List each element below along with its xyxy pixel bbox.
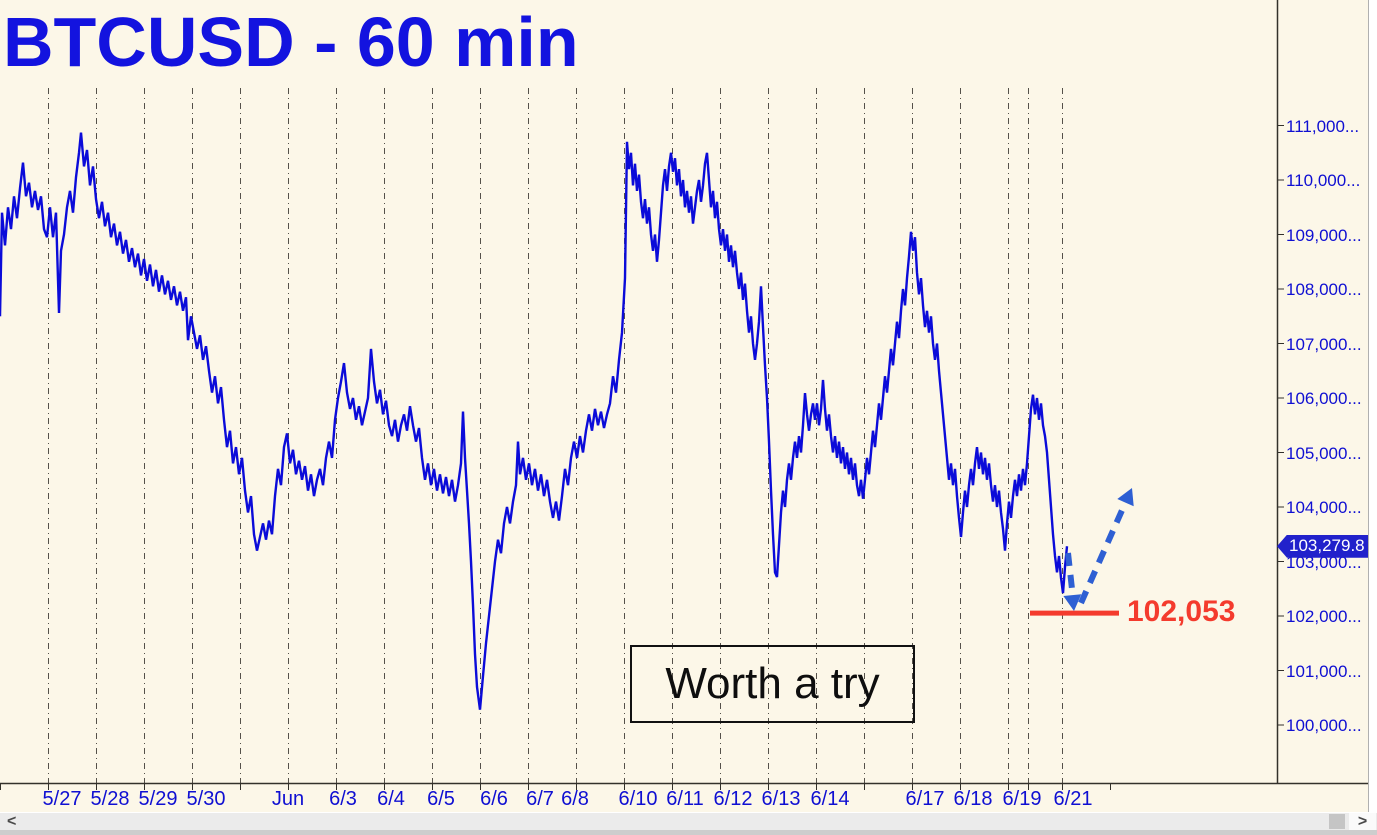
- price-axis-label: 106,000...: [1286, 389, 1362, 408]
- annotation-note-box[interactable]: Worth a try: [630, 645, 915, 723]
- time-axis-label: 5/29: [138, 788, 178, 810]
- time-axis-label: 6/8: [561, 788, 589, 810]
- time-axis-label: 6/7: [526, 788, 554, 810]
- projection-arrow-down-head: [1063, 594, 1082, 611]
- chart-title: BTCUSD - 60 min: [3, 3, 579, 81]
- time-axis-label: 6/6: [480, 788, 508, 810]
- time-axis-label: 6/5: [427, 788, 455, 810]
- time-axis-label: 5/30: [186, 788, 226, 810]
- projection-arrow-up-segment[interactable]: [1078, 497, 1130, 605]
- price-axis-label: 111,000...: [1286, 116, 1360, 136]
- scroll-thumb[interactable]: [1329, 814, 1345, 829]
- time-axis-label: 6/10: [618, 788, 658, 810]
- price-axis-label: 105,000...: [1286, 443, 1362, 463]
- horizontal-scrollbar[interactable]: < >: [0, 812, 1377, 835]
- vertical-scrollbar[interactable]: [1368, 0, 1377, 812]
- price-axis-label: 109,000...: [1286, 225, 1362, 245]
- time-axis-label: 6/12: [713, 788, 753, 810]
- price-axis-label: 102,000...: [1286, 607, 1362, 626]
- annotation-note-text: Worth a try: [665, 659, 880, 708]
- time-axis-label: 6/18: [953, 788, 993, 810]
- last-price-tag: 103,279.8: [1277, 534, 1370, 558]
- time-axis-label: 6/14: [810, 788, 850, 810]
- projection-arrow-up-head: [1117, 488, 1134, 507]
- time-axis-label: 6/17: [905, 788, 945, 810]
- price-axis-label: 107,000...: [1286, 334, 1362, 354]
- price-line-series: [0, 132, 1069, 710]
- time-axis-label: 6/3: [329, 788, 357, 810]
- price-axis-label: 104,000...: [1286, 498, 1362, 517]
- time-axis-label: 6/4: [377, 788, 405, 810]
- time-axis-label: 6/13: [761, 788, 801, 810]
- price-axis-label: 108,000...: [1286, 280, 1362, 299]
- time-axis-label: 5/27: [42, 788, 82, 810]
- time-axis-label: 6/19: [1002, 788, 1042, 810]
- projection-arrow-down-segment[interactable]: [1065, 552, 1076, 599]
- time-axis-label: 5/28: [90, 788, 130, 810]
- last-price-value: 103,279.8: [1289, 536, 1365, 556]
- time-axis-label: 6/21: [1053, 788, 1093, 810]
- price-axis-label: 110,000...: [1286, 171, 1361, 190]
- time-axis-label: Jun: [271, 788, 305, 810]
- scroll-right-icon: >: [1357, 812, 1368, 830]
- scroll-right-button[interactable]: >: [1349, 813, 1376, 830]
- price-axis-label: 101,000...: [1286, 661, 1362, 681]
- scroll-left-button[interactable]: <: [7, 813, 17, 830]
- time-axis-label: 6/11: [666, 788, 704, 810]
- price-axis-label: 100,000...: [1286, 716, 1362, 735]
- target-price-label: 102,053: [1127, 595, 1236, 629]
